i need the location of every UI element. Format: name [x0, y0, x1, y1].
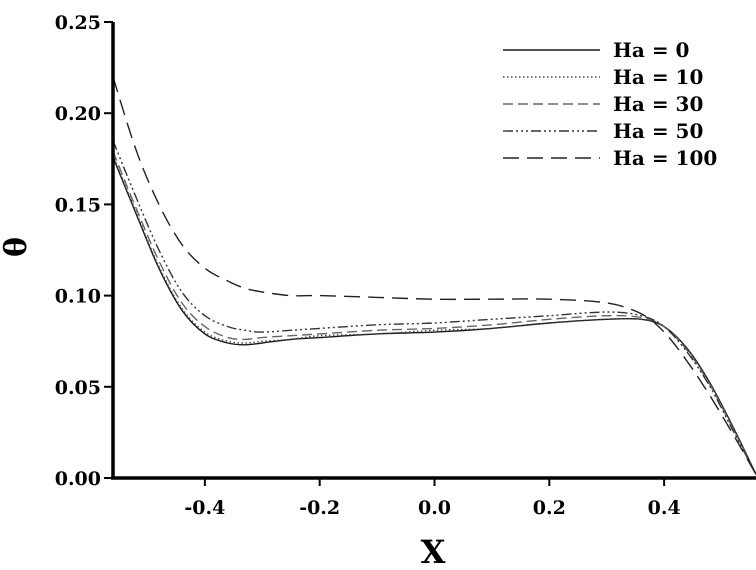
plot-area: 0.00 0.05 0.10 0.15 0.20 0.25 -0.4 -0.2 0.0 0.2 0…: [55, 12, 756, 519]
legend: Ha = 0 Ha = 10 Ha = 30 Ha = 50 Ha = 100: [503, 38, 717, 170]
series-line-ha-30: [112, 151, 756, 475]
x-tick-label: 0.4: [648, 497, 681, 519]
y-axis-title: θ: [0, 237, 34, 257]
series-group: [112, 76, 756, 475]
series-line-ha-10: [112, 154, 756, 475]
legend-label: Ha = 50: [613, 119, 703, 143]
y-tick-label: 0.25: [55, 12, 101, 34]
series-line-ha-0: [112, 156, 756, 475]
legend-label: Ha = 10: [613, 65, 703, 89]
legend-label: Ha = 0: [613, 38, 689, 62]
y-tick-label: 0.20: [55, 103, 101, 125]
y-ticks: 0.00 0.05 0.10 0.15 0.20 0.25: [55, 12, 113, 490]
y-tick-label: 0.05: [55, 377, 101, 399]
y-tick-label: 0.15: [55, 194, 101, 216]
legend-label: Ha = 100: [613, 146, 717, 170]
legend-label: Ha = 30: [613, 92, 703, 116]
y-tick-label: 0.00: [55, 468, 101, 490]
series-line-ha-100: [112, 76, 756, 475]
x-tick-label: -0.4: [184, 497, 225, 519]
x-tick-label: 0.2: [533, 497, 566, 519]
y-tick-label: 0.10: [55, 286, 101, 308]
x-axis-title: X: [421, 533, 446, 570]
x-ticks: -0.4 -0.2 0.0 0.2 0.4: [184, 478, 681, 519]
series-line-ha-50: [112, 140, 756, 475]
x-tick-label: 0.0: [418, 497, 451, 519]
x-tick-label: -0.2: [299, 497, 340, 519]
